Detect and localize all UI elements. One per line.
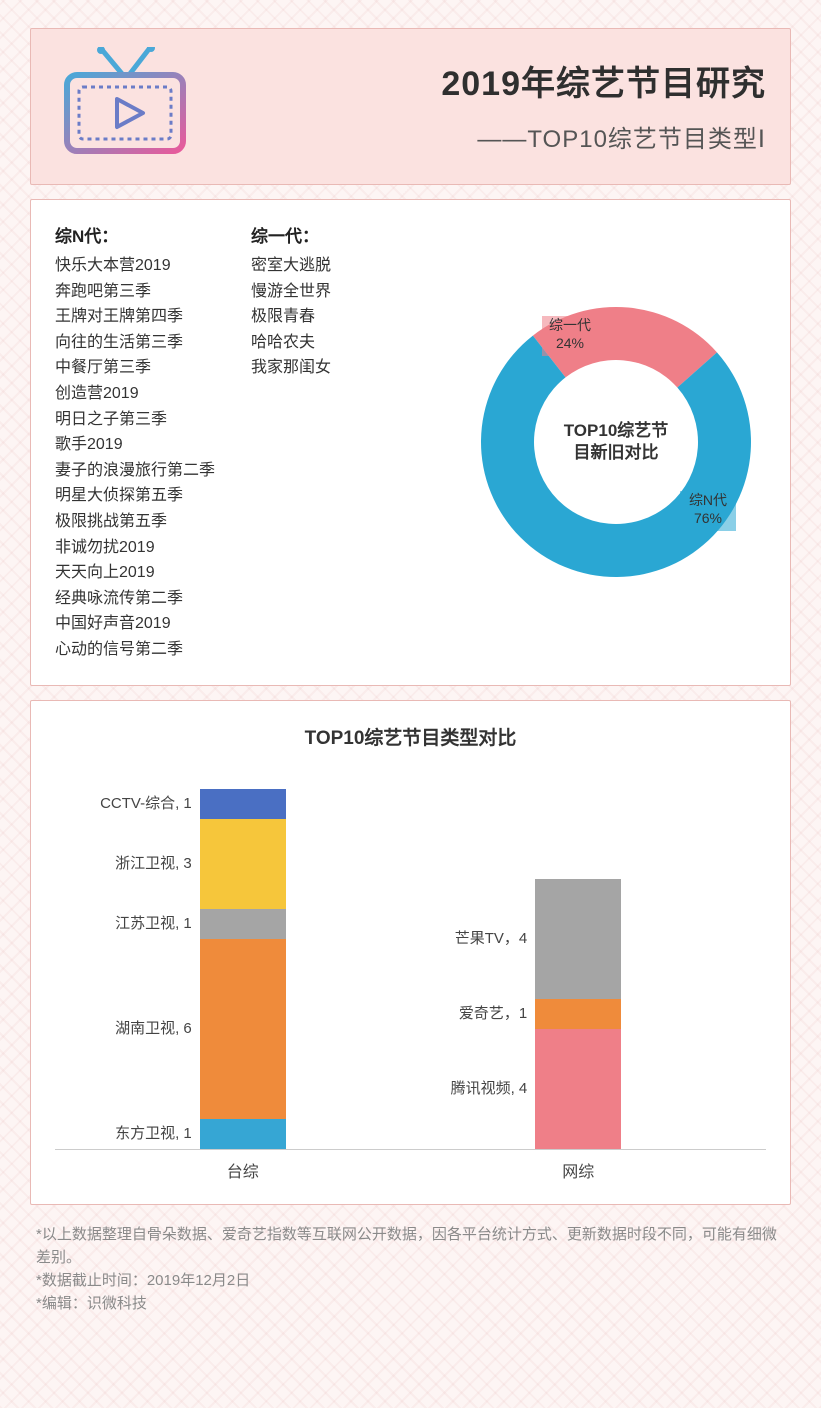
bar-title: TOP10综艺节目类型对比: [55, 723, 766, 750]
bar-segment-label: 湖南卫视, 6: [115, 1017, 192, 1038]
list-n-title: 综N代：: [55, 222, 215, 247]
footer-notes: *以上数据整理自骨朵数据、爱奇艺指数等互联网公开数据，因各平台统计方式、更新数据…: [30, 1219, 791, 1320]
page-subtitle: ——TOP10综艺节目类型Ⅰ: [219, 119, 766, 154]
svg-text:24%: 24%: [556, 335, 584, 351]
tv-play-icon: [55, 47, 195, 162]
header-text: 2019年综艺节目研究 ——TOP10综艺节目类型Ⅰ: [219, 56, 766, 154]
bar-segment: [200, 789, 286, 819]
footer-line: *数据截止时间：2019年12月2日: [36, 1269, 785, 1292]
donut-slice-label: 综N代 76%: [680, 491, 736, 531]
list-col-1: 综一代： 密室大逃脱慢游全世界极限青春哈哈农夫我家那闺女: [251, 222, 331, 663]
list-item: 中国好声音2019: [55, 611, 215, 637]
list-item: 心动的信号第二季: [55, 637, 215, 663]
bar-segment: [535, 999, 621, 1029]
bar-segment-label: 芒果TV，4: [455, 927, 528, 948]
svg-text:76%: 76%: [694, 510, 722, 526]
bar-stack: [535, 879, 621, 1149]
bar-stack: [200, 789, 286, 1149]
list-item: 极限挑战第五季: [55, 509, 215, 535]
page-title: 2019年综艺节目研究: [219, 56, 766, 105]
bar-panel: TOP10综艺节目类型对比 东方卫视, 1湖南卫视, 6江苏卫视, 1浙江卫视,…: [30, 700, 791, 1205]
svg-text:综一代: 综一代: [549, 317, 591, 333]
list-item: 明日之子第三季: [55, 407, 215, 433]
footer-line: *以上数据整理自骨朵数据、爱奇艺指数等互联网公开数据，因各平台统计方式、更新数据…: [36, 1223, 785, 1270]
list-n-items: 快乐大本营2019奔跑吧第三季王牌对王牌第四季向往的生活第三季中餐厅第三季创造营…: [55, 253, 215, 663]
bar-segment-label: CCTV-综合, 1: [100, 792, 192, 813]
donut-wrap: TOP10综艺节目新旧对比 综一代 24% 综N代 76%: [331, 222, 766, 663]
bar-group: 腾讯视频, 4爱奇艺，1芒果TV，4: [535, 879, 621, 1149]
list-item: 妻子的浪漫旅行第二季: [55, 458, 215, 484]
header-banner: 2019年综艺节目研究 ——TOP10综艺节目类型Ⅰ: [30, 28, 791, 185]
donut-center-text: TOP10综艺节: [564, 420, 669, 440]
list-item: 密室大逃脱: [251, 253, 331, 279]
footer-line: *编辑：识微科技: [36, 1292, 785, 1315]
list-item: 我家那闺女: [251, 355, 331, 381]
list-item: 天天向上2019: [55, 560, 215, 586]
svg-text:综N代: 综N代: [689, 492, 727, 508]
bar-segment-label: 爱奇艺，1: [459, 1002, 527, 1023]
list-item: 中餐厅第三季: [55, 355, 215, 381]
show-lists: 综N代： 快乐大本营2019奔跑吧第三季王牌对王牌第四季向往的生活第三季中餐厅第…: [55, 222, 331, 663]
lists-donut-panel: 综N代： 快乐大本营2019奔跑吧第三季王牌对王牌第四季向往的生活第三季中餐厅第…: [30, 199, 791, 686]
list-1-items: 密室大逃脱慢游全世界极限青春哈哈农夫我家那闺女: [251, 253, 331, 381]
donut-slice-label: 综一代 24%: [542, 316, 598, 356]
list-item: 哈哈农夫: [251, 330, 331, 356]
list-item: 明星大侦探第五季: [55, 483, 215, 509]
list-item: 非诚勿扰2019: [55, 535, 215, 561]
bar-segment: [200, 819, 286, 909]
list-item: 创造营2019: [55, 381, 215, 407]
list-item: 快乐大本营2019: [55, 253, 215, 279]
list-item: 极限青春: [251, 304, 331, 330]
bar-segment-label: 江苏卫视, 1: [115, 912, 192, 933]
list-1-title: 综一代：: [251, 222, 331, 247]
donut-center-text: 目新旧对比: [574, 442, 659, 462]
bar-segment-label: 腾讯视频, 4: [451, 1077, 528, 1098]
list-item: 经典咏流传第二季: [55, 586, 215, 612]
content-root: 2019年综艺节目研究 ——TOP10综艺节目类型Ⅰ 综N代： 快乐大本营201…: [0, 0, 821, 1340]
bar-segment: [200, 909, 286, 939]
bar-segment-label: 东方卫视, 1: [115, 1122, 192, 1143]
bar-segment: [200, 939, 286, 1119]
bar-segment: [535, 1029, 621, 1149]
list-item: 奔跑吧第三季: [55, 279, 215, 305]
list-item: 慢游全世界: [251, 279, 331, 305]
bar-axis-label: 网综: [535, 1158, 621, 1182]
bar-axis-label: 台综: [200, 1158, 286, 1182]
bar-segment: [535, 879, 621, 999]
list-item: 王牌对王牌第四季: [55, 304, 215, 330]
bar-axis-labels: 台综 网综: [55, 1150, 766, 1182]
bar-group: 东方卫视, 1湖南卫视, 6江苏卫视, 1浙江卫视, 3CCTV-综合, 1: [200, 789, 286, 1149]
bar-area: 东方卫视, 1湖南卫视, 6江苏卫视, 1浙江卫视, 3CCTV-综合, 1腾讯…: [55, 770, 766, 1150]
bar-segment: [200, 1119, 286, 1149]
list-item: 歌手2019: [55, 432, 215, 458]
donut-chart: TOP10综艺节目新旧对比 综一代 24% 综N代 76%: [466, 292, 766, 592]
list-col-n: 综N代： 快乐大本营2019奔跑吧第三季王牌对王牌第四季向往的生活第三季中餐厅第…: [55, 222, 215, 663]
list-item: 向往的生活第三季: [55, 330, 215, 356]
bar-segment-label: 浙江卫视, 3: [115, 852, 192, 873]
